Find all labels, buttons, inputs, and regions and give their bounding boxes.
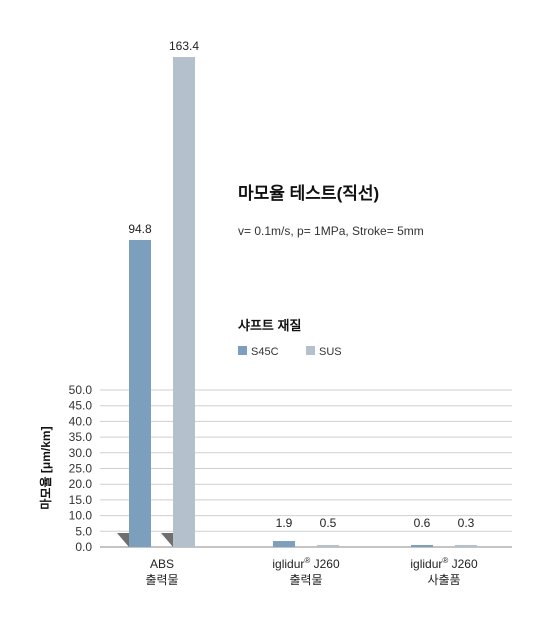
y-tick-label: 5.0 [75, 524, 92, 538]
category-label-line1: ABS [150, 557, 174, 571]
y-tick-label: 25.0 [69, 462, 93, 476]
bar-sus-2 [455, 545, 477, 547]
bar-s45c-2 [411, 545, 433, 547]
bar-sus-1 [317, 545, 339, 547]
bar-value-label: 0.5 [320, 516, 337, 530]
y-tick-label: 0.0 [75, 540, 92, 554]
y-tick-label: 40.0 [69, 414, 93, 428]
chart-subtitle: v= 0.1m/s, p= 1MPa, Stroke= 5mm [238, 224, 424, 238]
legend-label-s45c: S45C [251, 346, 279, 358]
bar-sus-0 [173, 57, 195, 547]
y-tick-label: 15.0 [69, 493, 93, 507]
bar-value-label: 94.8 [128, 222, 152, 236]
y-tick-label: 20.0 [69, 477, 93, 491]
category-label-line1: iglidur® J260 [410, 556, 478, 571]
category-label-line2: 사출품 [427, 573, 460, 587]
y-tick-label: 30.0 [69, 446, 93, 460]
bar-value-label: 1.9 [276, 516, 293, 530]
bar-s45c-0 [129, 240, 151, 547]
category-label-line2: 출력물 [145, 573, 178, 587]
chart-title: 마모율 테스트(직선) [238, 184, 379, 203]
legend-swatch-sus [306, 346, 315, 355]
bar-value-label: 0.3 [458, 516, 475, 530]
legend-label-sus: SUS [319, 346, 342, 358]
bar-value-label: 163.4 [169, 39, 199, 53]
category-label-line1: iglidur® J260 [272, 556, 340, 571]
y-tick-label: 35.0 [69, 430, 93, 444]
y-tick-label: 50.0 [69, 383, 93, 397]
y-axis-label: 마모율 [μm/km] [38, 426, 53, 509]
legend-title: 샤프트 재질 [238, 318, 301, 333]
axis-break-marker [161, 533, 173, 547]
y-tick-label: 10.0 [69, 509, 93, 523]
y-tick-label: 45.0 [69, 399, 93, 413]
bar-s45c-1 [273, 541, 295, 547]
axis-break-marker [117, 533, 129, 547]
legend-swatch-s45c [238, 346, 247, 355]
category-label-line2: 출력물 [289, 573, 322, 587]
bar-value-label: 0.6 [414, 516, 431, 530]
